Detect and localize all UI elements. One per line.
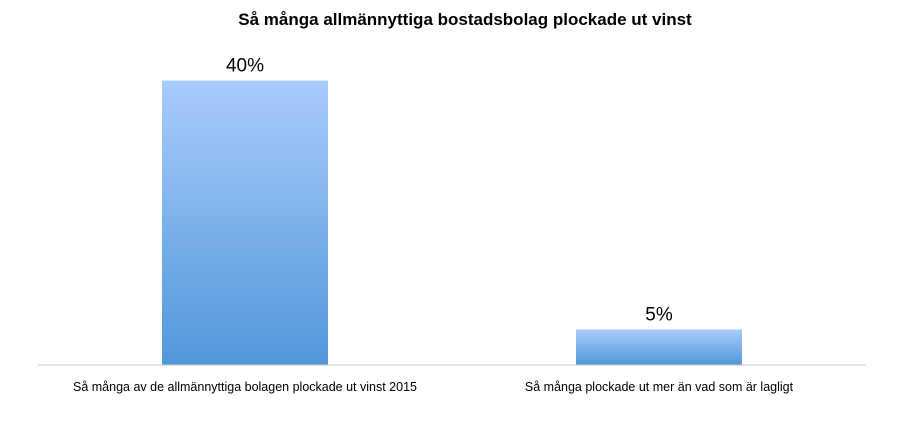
data-labels-layer: 40% 5%: [226, 56, 673, 326]
data-label-1: 40%: [226, 56, 264, 77]
data-label-2: 5%: [645, 304, 673, 325]
bar-1: [162, 80, 328, 366]
chart-title: Så många allmännyttiga bostadsbolag ploc…: [238, 10, 692, 29]
category-labels-layer: Så många av de allmännyttiga bolagen plo…: [73, 380, 794, 394]
category-label-2: Så många plockade ut mer än vad som är l…: [525, 380, 794, 394]
bar-2: [576, 329, 742, 365]
bars-layer: [162, 80, 742, 366]
category-label-1: Så många av de allmännyttiga bolagen plo…: [73, 380, 417, 394]
